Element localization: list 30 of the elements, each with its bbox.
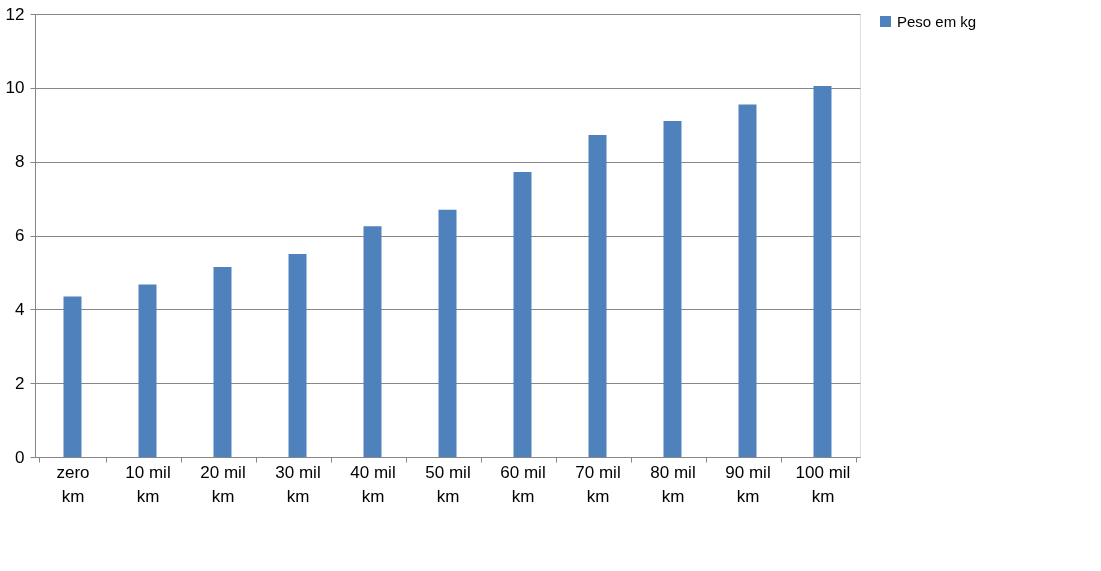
bar (813, 85, 832, 457)
x-tick-label: 90 mil km (725, 462, 771, 506)
x-tick-label: 10 mil km (125, 462, 171, 506)
bar (738, 104, 757, 457)
bar (513, 172, 532, 457)
y-tick-label: 12 (5, 4, 25, 24)
legend-label: Peso em kg (897, 12, 977, 30)
y-tick-label: 0 (15, 447, 25, 467)
x-tick-label: 40 mil km (350, 462, 396, 506)
bar (213, 266, 232, 457)
x-tick-label: 30 mil km (275, 462, 321, 506)
x-tick-label: 50 mil km (425, 462, 471, 506)
bar (138, 284, 157, 457)
x-tick-label: 70 mil km (575, 462, 621, 506)
x-tick-label: zero km (56, 462, 90, 506)
y-tick-label: 2 (15, 373, 25, 393)
y-tick-label: 8 (15, 152, 25, 172)
x-tick-label: 60 mil km (500, 462, 546, 506)
bar (588, 135, 607, 457)
bar (288, 253, 307, 457)
bar (663, 121, 682, 457)
bar (63, 296, 82, 457)
y-tick-label: 10 (5, 78, 25, 98)
x-tick-label: 100 mil km (795, 462, 851, 506)
bar (363, 226, 382, 457)
y-tick-label: 6 (15, 226, 25, 245)
y-tick-label: 4 (15, 299, 25, 319)
bar (438, 209, 457, 457)
x-tick-label: 80 mil km (650, 462, 696, 506)
x-tick-label: 20 mil km (200, 462, 246, 506)
